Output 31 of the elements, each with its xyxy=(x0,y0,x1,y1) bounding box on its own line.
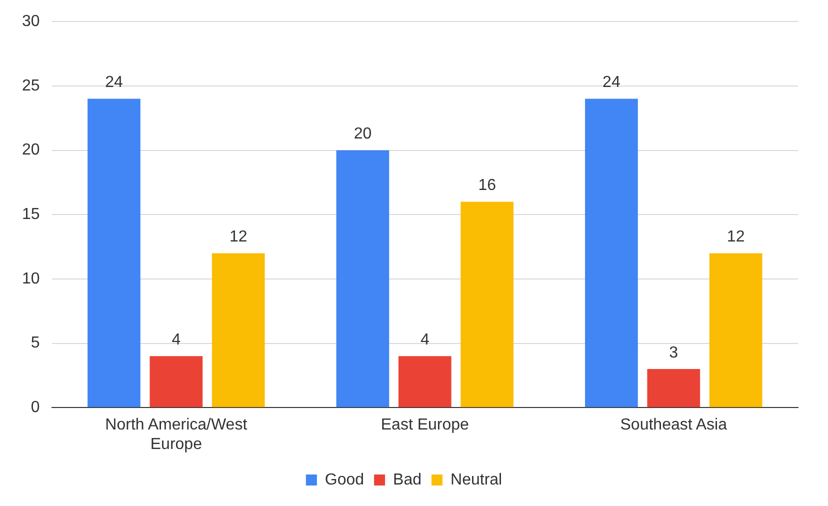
bar xyxy=(336,150,390,408)
y-tick-label: 30 xyxy=(22,13,40,30)
data-label: 12 xyxy=(229,228,248,246)
data-label: 20 xyxy=(354,126,372,143)
y-tick-label: 10 xyxy=(22,270,40,288)
data-label: 4 xyxy=(420,332,430,349)
bar xyxy=(88,98,140,408)
x-tick-label: Southeast Asia xyxy=(620,416,728,434)
data-label: 24 xyxy=(602,74,620,92)
bar xyxy=(398,356,452,408)
y-tick-label: 15 xyxy=(22,206,40,224)
data-label: 16 xyxy=(478,177,496,194)
bar xyxy=(150,356,203,408)
legend-label: Good xyxy=(324,471,364,488)
bar xyxy=(647,369,700,408)
data-label: 24 xyxy=(105,74,123,92)
y-tick-label: 0 xyxy=(30,399,40,416)
y-tick-label: 25 xyxy=(22,77,40,94)
data-label: 12 xyxy=(726,228,745,246)
legend-label: Neutral xyxy=(450,471,502,488)
bar xyxy=(585,98,638,408)
data-label: 3 xyxy=(669,344,678,362)
y-tick-label: 20 xyxy=(22,142,40,159)
bar xyxy=(212,253,265,408)
x-tick-label: East Europe xyxy=(380,416,470,434)
data-label: 4 xyxy=(172,332,181,349)
bar xyxy=(460,202,514,408)
y-tick-label: 5 xyxy=(30,334,40,352)
bar xyxy=(709,253,762,408)
legend-label: Bad xyxy=(393,471,422,488)
x-tick-label: North America/West Europe xyxy=(105,416,248,453)
